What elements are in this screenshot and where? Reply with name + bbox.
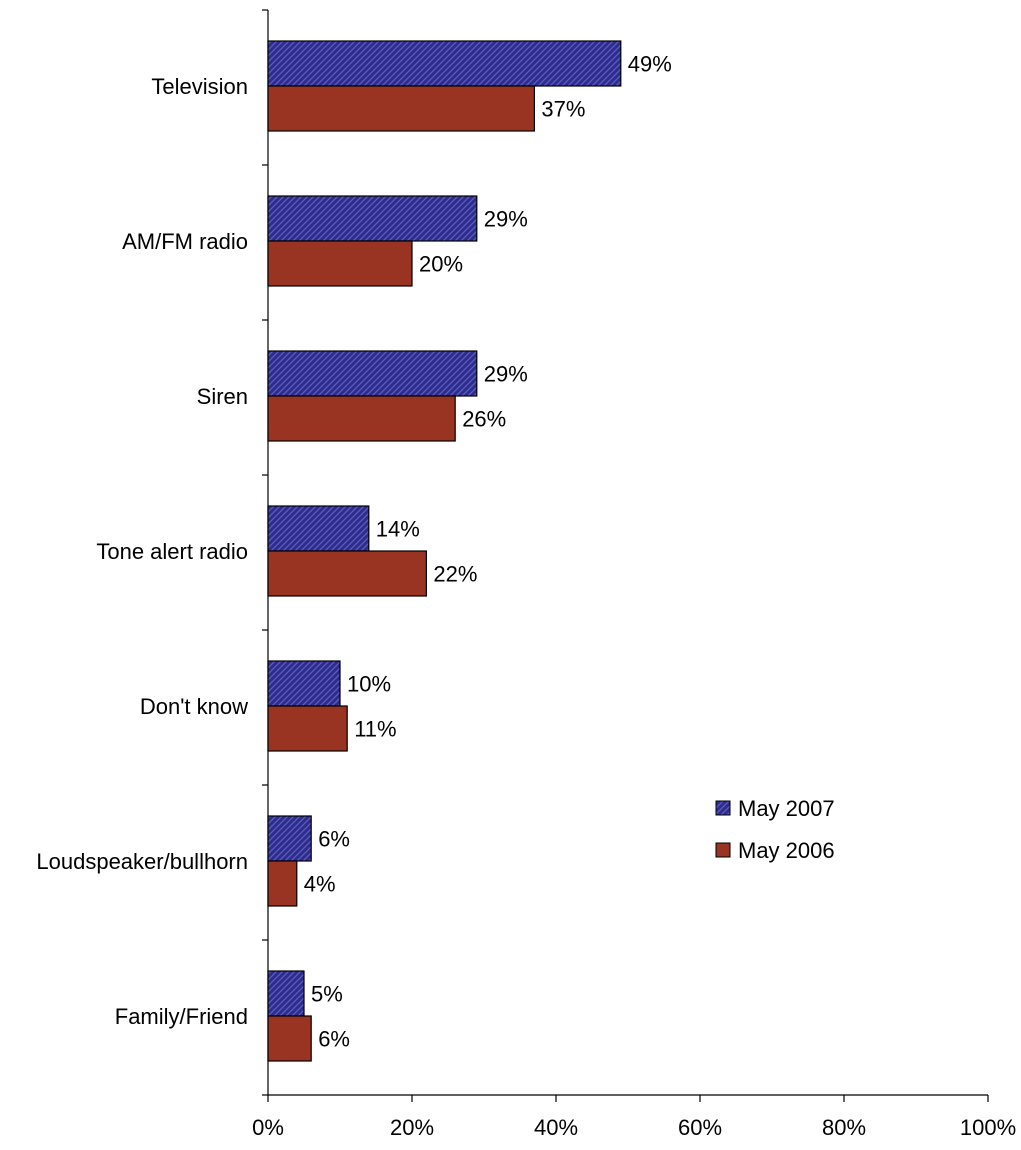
data-label: 6% <box>318 827 350 852</box>
data-label: 14% <box>376 517 420 542</box>
bar-may-2007 <box>267 350 478 397</box>
category-label: Loudspeaker/bullhorn <box>36 849 248 874</box>
bar-may-2007 <box>267 195 478 242</box>
category-label: Siren <box>197 384 248 409</box>
x-tick-label: 20% <box>390 1115 434 1140</box>
bar-may-2006 <box>267 1015 312 1062</box>
data-label: 4% <box>304 872 336 897</box>
data-label: 20% <box>419 252 463 277</box>
x-tick-label: 60% <box>678 1115 722 1140</box>
bar-may-2006 <box>267 240 413 287</box>
x-tick-label: 100% <box>960 1115 1016 1140</box>
data-label: 49% <box>628 52 672 77</box>
bar-may-2007 <box>267 505 370 552</box>
bars-layer <box>267 40 622 1062</box>
bar-may-2006 <box>267 395 456 442</box>
bar-may-2006 <box>267 860 298 907</box>
data-label: 11% <box>354 717 396 742</box>
x-tick-label: 0% <box>252 1115 284 1140</box>
category-label: AM/FM radio <box>122 229 248 254</box>
data-label: 29% <box>484 207 528 232</box>
legend-swatch <box>715 842 731 858</box>
legend-label: May 2006 <box>738 838 835 863</box>
data-label: 6% <box>318 1027 350 1052</box>
category-label: Tone alert radio <box>96 539 248 564</box>
bar-may-2007 <box>267 815 312 862</box>
data-label: 37% <box>541 97 585 122</box>
bar-may-2007 <box>267 970 305 1017</box>
category-label: Family/Friend <box>115 1004 248 1029</box>
legend: May 2007 May 2006 <box>715 796 835 863</box>
data-label: 5% <box>311 982 343 1007</box>
labels-layer: 49% 29% 29% 14% 10% 6% 5% 37% 20% 26% 22% 11% 4% 6% <box>304 52 672 1052</box>
legend-swatch <box>715 800 731 816</box>
category-label: Television <box>151 74 248 99</box>
x-tick-label: 80% <box>822 1115 866 1140</box>
axes-layer: 0% 20% 40% 60% 80% 100% Television AM/FM radio S… <box>36 9 1016 1140</box>
bar-may-2007 <box>267 660 341 707</box>
bar-may-2006 <box>267 550 427 597</box>
bar-may-2006 <box>267 705 348 752</box>
bar-may-2006 <box>267 85 535 132</box>
bar-may-2007 <box>267 40 622 87</box>
category-label: Don't know <box>140 694 248 719</box>
data-label: 22% <box>433 562 477 587</box>
data-label: 10% <box>347 672 391 697</box>
data-label: 29% <box>484 362 528 387</box>
x-tick-label: 40% <box>534 1115 578 1140</box>
data-label: 26% <box>462 407 506 432</box>
legend-label: May 2007 <box>738 796 835 821</box>
